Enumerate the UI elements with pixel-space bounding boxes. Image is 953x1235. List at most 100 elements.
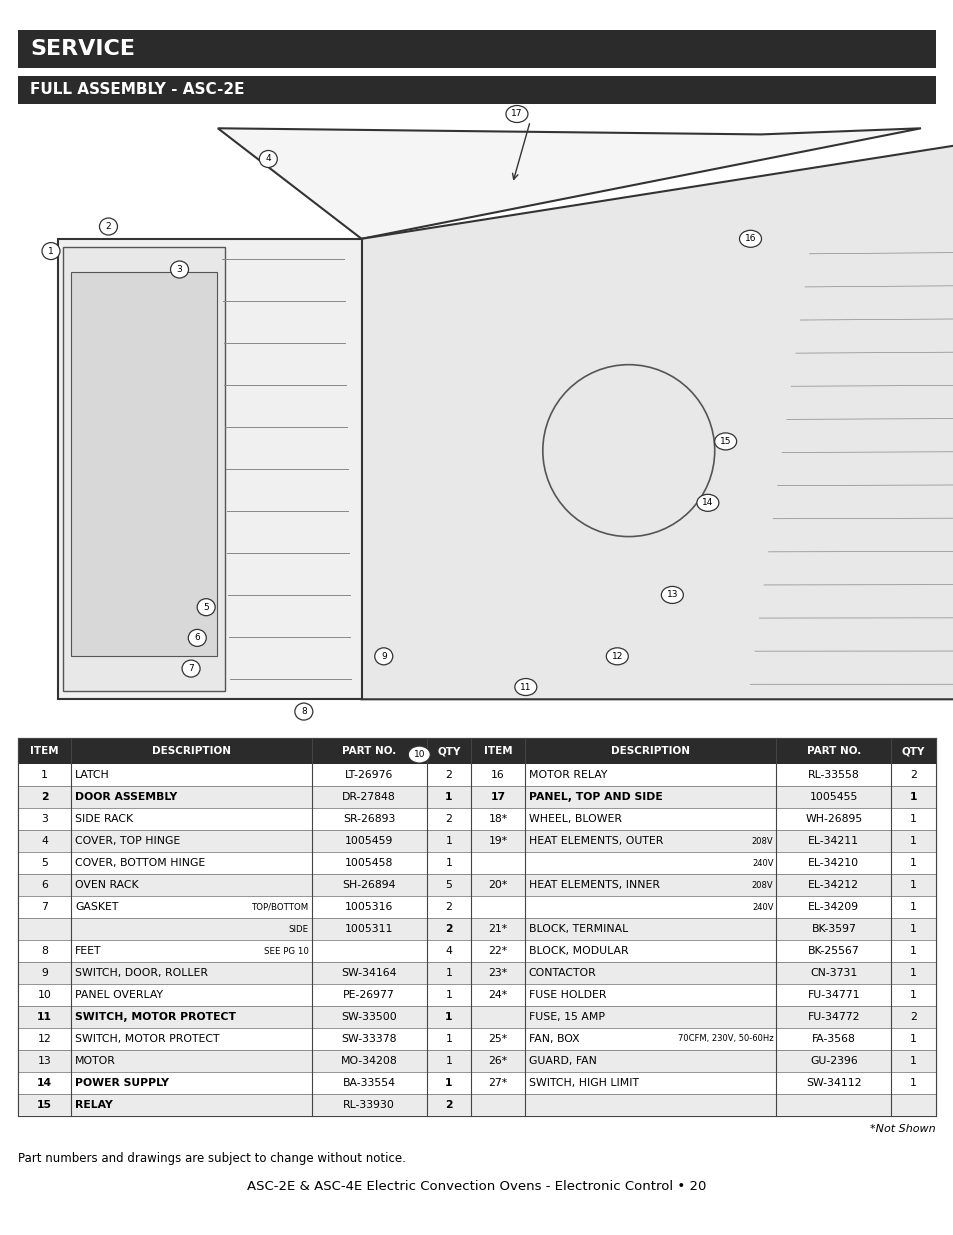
Text: 15: 15 — [720, 437, 731, 446]
Text: 24*: 24* — [488, 990, 507, 1000]
Text: 1: 1 — [909, 924, 916, 934]
Text: CN-3731: CN-3731 — [809, 968, 857, 978]
Text: 1: 1 — [909, 792, 917, 802]
Text: WH-26895: WH-26895 — [804, 814, 862, 824]
Text: SH-26894: SH-26894 — [342, 881, 395, 890]
Text: 1: 1 — [445, 968, 452, 978]
Text: 4: 4 — [41, 836, 48, 846]
Text: 9: 9 — [41, 968, 48, 978]
Text: HEAT ELEMENTS, OUTER: HEAT ELEMENTS, OUTER — [528, 836, 662, 846]
Text: TOP/BOTTOM: TOP/BOTTOM — [252, 903, 309, 911]
Text: LT-26976: LT-26976 — [345, 769, 393, 781]
Text: EL-34209: EL-34209 — [807, 902, 859, 911]
Bar — [18, 1094, 935, 1116]
Text: 22*: 22* — [488, 946, 507, 956]
Text: MOTOR RELAY: MOTOR RELAY — [528, 769, 606, 781]
Text: 18*: 18* — [488, 814, 507, 824]
Text: 1: 1 — [445, 858, 452, 868]
Text: DOOR ASSEMBLY: DOOR ASSEMBLY — [75, 792, 177, 802]
Text: ITEM: ITEM — [483, 746, 512, 756]
Text: 70CFM, 230V, 50-60Hz: 70CFM, 230V, 50-60Hz — [678, 1035, 773, 1044]
Text: 1: 1 — [445, 1056, 452, 1066]
Text: 2: 2 — [445, 924, 453, 934]
Bar — [18, 918, 935, 940]
Text: 1005459: 1005459 — [345, 836, 393, 846]
Bar — [18, 874, 935, 897]
Text: 1: 1 — [909, 946, 916, 956]
Ellipse shape — [188, 630, 206, 646]
Text: 5: 5 — [41, 858, 48, 868]
Text: PART NO.: PART NO. — [806, 746, 860, 756]
Text: BK-3597: BK-3597 — [811, 924, 856, 934]
Text: 10: 10 — [37, 990, 51, 1000]
Text: 1005455: 1005455 — [809, 792, 857, 802]
Ellipse shape — [182, 659, 200, 677]
Text: 1: 1 — [445, 792, 453, 802]
Bar — [18, 1050, 935, 1072]
Text: 21*: 21* — [488, 924, 507, 934]
Ellipse shape — [606, 648, 628, 664]
Ellipse shape — [259, 151, 277, 168]
Text: SEE PG 10: SEE PG 10 — [264, 946, 309, 956]
Text: 11: 11 — [37, 1011, 52, 1023]
Text: 16: 16 — [744, 235, 756, 243]
Text: 1: 1 — [445, 836, 452, 846]
Text: 1005458: 1005458 — [345, 858, 393, 868]
Text: COVER, TOP HINGE: COVER, TOP HINGE — [75, 836, 180, 846]
Text: SW-34112: SW-34112 — [805, 1078, 861, 1088]
Bar — [18, 1072, 935, 1094]
Ellipse shape — [99, 219, 117, 235]
Text: 208V: 208V — [751, 881, 773, 889]
Text: 1: 1 — [909, 814, 916, 824]
Text: PART NO.: PART NO. — [342, 746, 395, 756]
Text: 2: 2 — [445, 769, 452, 781]
Text: 7: 7 — [41, 902, 48, 911]
Text: 2: 2 — [909, 1011, 916, 1023]
Polygon shape — [217, 128, 920, 238]
Bar — [18, 962, 935, 984]
Text: 1: 1 — [48, 247, 53, 256]
Text: SIDE: SIDE — [289, 925, 309, 934]
Text: 2: 2 — [41, 792, 49, 802]
Text: 26*: 26* — [488, 1056, 507, 1066]
Bar — [18, 739, 935, 1116]
Text: 17: 17 — [490, 792, 505, 802]
Text: Part numbers and drawings are subject to change without notice.: Part numbers and drawings are subject to… — [18, 1152, 405, 1165]
Text: DESCRIPTION: DESCRIPTION — [152, 746, 231, 756]
Ellipse shape — [739, 230, 760, 247]
Text: 2: 2 — [106, 222, 112, 231]
Bar — [18, 852, 935, 874]
Text: FEET: FEET — [75, 946, 102, 956]
Text: ITEM: ITEM — [30, 746, 59, 756]
Ellipse shape — [696, 494, 719, 511]
Text: 6: 6 — [41, 881, 48, 890]
Text: GASKET: GASKET — [75, 902, 118, 911]
Bar — [18, 830, 935, 852]
Text: SW-34164: SW-34164 — [341, 968, 396, 978]
Text: SWITCH, HIGH LIMIT: SWITCH, HIGH LIMIT — [528, 1078, 638, 1088]
Text: CONTACTOR: CONTACTOR — [528, 968, 596, 978]
Text: 16: 16 — [491, 769, 504, 781]
Text: POWER SUPPLY: POWER SUPPLY — [75, 1078, 169, 1088]
Text: 4: 4 — [265, 154, 271, 163]
Text: 12: 12 — [611, 652, 622, 661]
Text: SWITCH, DOOR, ROLLER: SWITCH, DOOR, ROLLER — [75, 968, 208, 978]
Text: 1: 1 — [445, 1034, 452, 1044]
Text: 13: 13 — [666, 590, 678, 599]
Text: 240V: 240V — [751, 903, 773, 911]
Text: 2: 2 — [445, 1100, 453, 1110]
Text: 25*: 25* — [488, 1034, 507, 1044]
Text: 17: 17 — [511, 110, 522, 119]
Text: 14: 14 — [37, 1078, 52, 1088]
Text: 3: 3 — [176, 266, 182, 274]
Text: 8: 8 — [41, 946, 48, 956]
Text: PE-26977: PE-26977 — [343, 990, 395, 1000]
Ellipse shape — [408, 746, 430, 763]
Text: 19*: 19* — [488, 836, 507, 846]
Bar — [18, 1007, 935, 1028]
Bar — [18, 1028, 935, 1050]
Text: 2: 2 — [909, 769, 916, 781]
Text: 1005316: 1005316 — [345, 902, 393, 911]
Bar — [63, 247, 225, 692]
Text: 23*: 23* — [488, 968, 507, 978]
